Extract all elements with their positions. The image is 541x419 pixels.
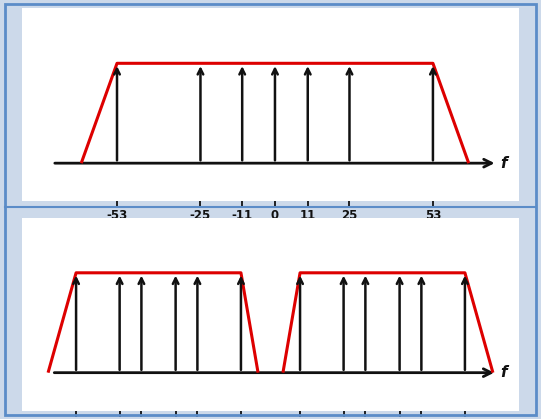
Text: f: f [501, 156, 507, 171]
X-axis label: Pilot Tone Location for mandatory mode: Pilot Tone Location for mandatory mode [114, 229, 427, 243]
Text: f: f [500, 365, 507, 380]
